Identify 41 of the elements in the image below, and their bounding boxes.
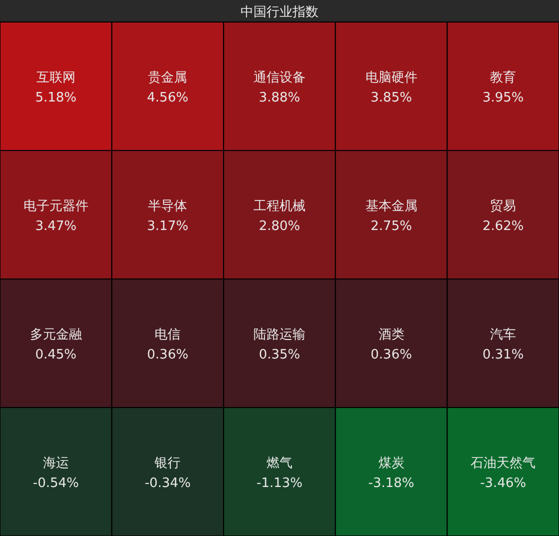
data-label: 0.36% — [370, 347, 412, 362]
data-label: 0.35% — [258, 347, 300, 362]
data-label: -0.54% — [32, 476, 79, 491]
category-label: 电子元器件 — [23, 198, 88, 214]
category-label: 多元金融 — [30, 327, 82, 342]
category-label: 教育 — [490, 69, 516, 86]
data-label: 2.80% — [258, 218, 300, 234]
data-label: -3.46% — [480, 476, 526, 491]
category-label: 通信设备 — [254, 70, 306, 86]
data-label: 0.31% — [482, 347, 524, 362]
category-label: 酒类 — [378, 327, 404, 342]
category-label: 石油天然气 — [470, 456, 536, 471]
data-label: 0.45% — [35, 347, 77, 362]
data-label: -1.13% — [256, 476, 302, 491]
category-label: 银行 — [154, 456, 181, 471]
data-label: 5.18% — [35, 90, 77, 106]
category-label: 半导体 — [148, 198, 188, 214]
category-label: 贵金属 — [148, 70, 188, 86]
category-label: 贸易 — [490, 198, 516, 214]
category-label: 电脑硬件 — [365, 70, 418, 86]
data-label: 3.88% — [258, 90, 300, 106]
data-label: -0.34% — [144, 476, 191, 491]
category-label: 基本金属 — [365, 198, 418, 214]
data-label: 2.75% — [370, 218, 412, 234]
category-label: 工程机械 — [254, 198, 306, 214]
category-label: 汽车 — [490, 327, 516, 342]
data-label: 4.56% — [147, 90, 188, 106]
category-label: 陆路运输 — [254, 327, 306, 342]
category-label: 煤炭 — [378, 456, 404, 471]
data-label: 3.85% — [370, 90, 412, 106]
data-label: 3.17% — [147, 218, 188, 234]
data-label: -3.18% — [368, 476, 414, 491]
data-label: 2.62% — [482, 218, 524, 234]
category-label: 海运 — [42, 456, 69, 471]
category-label: 燃气 — [266, 456, 292, 471]
data-label: 0.36% — [147, 347, 188, 362]
category-label: 电信 — [154, 327, 181, 342]
data-label: 3.95% — [482, 90, 524, 106]
data-label: 3.47% — [35, 218, 77, 234]
text: 中国行业指数 — [240, 5, 318, 20]
category-label: 互联网 — [36, 70, 76, 86]
